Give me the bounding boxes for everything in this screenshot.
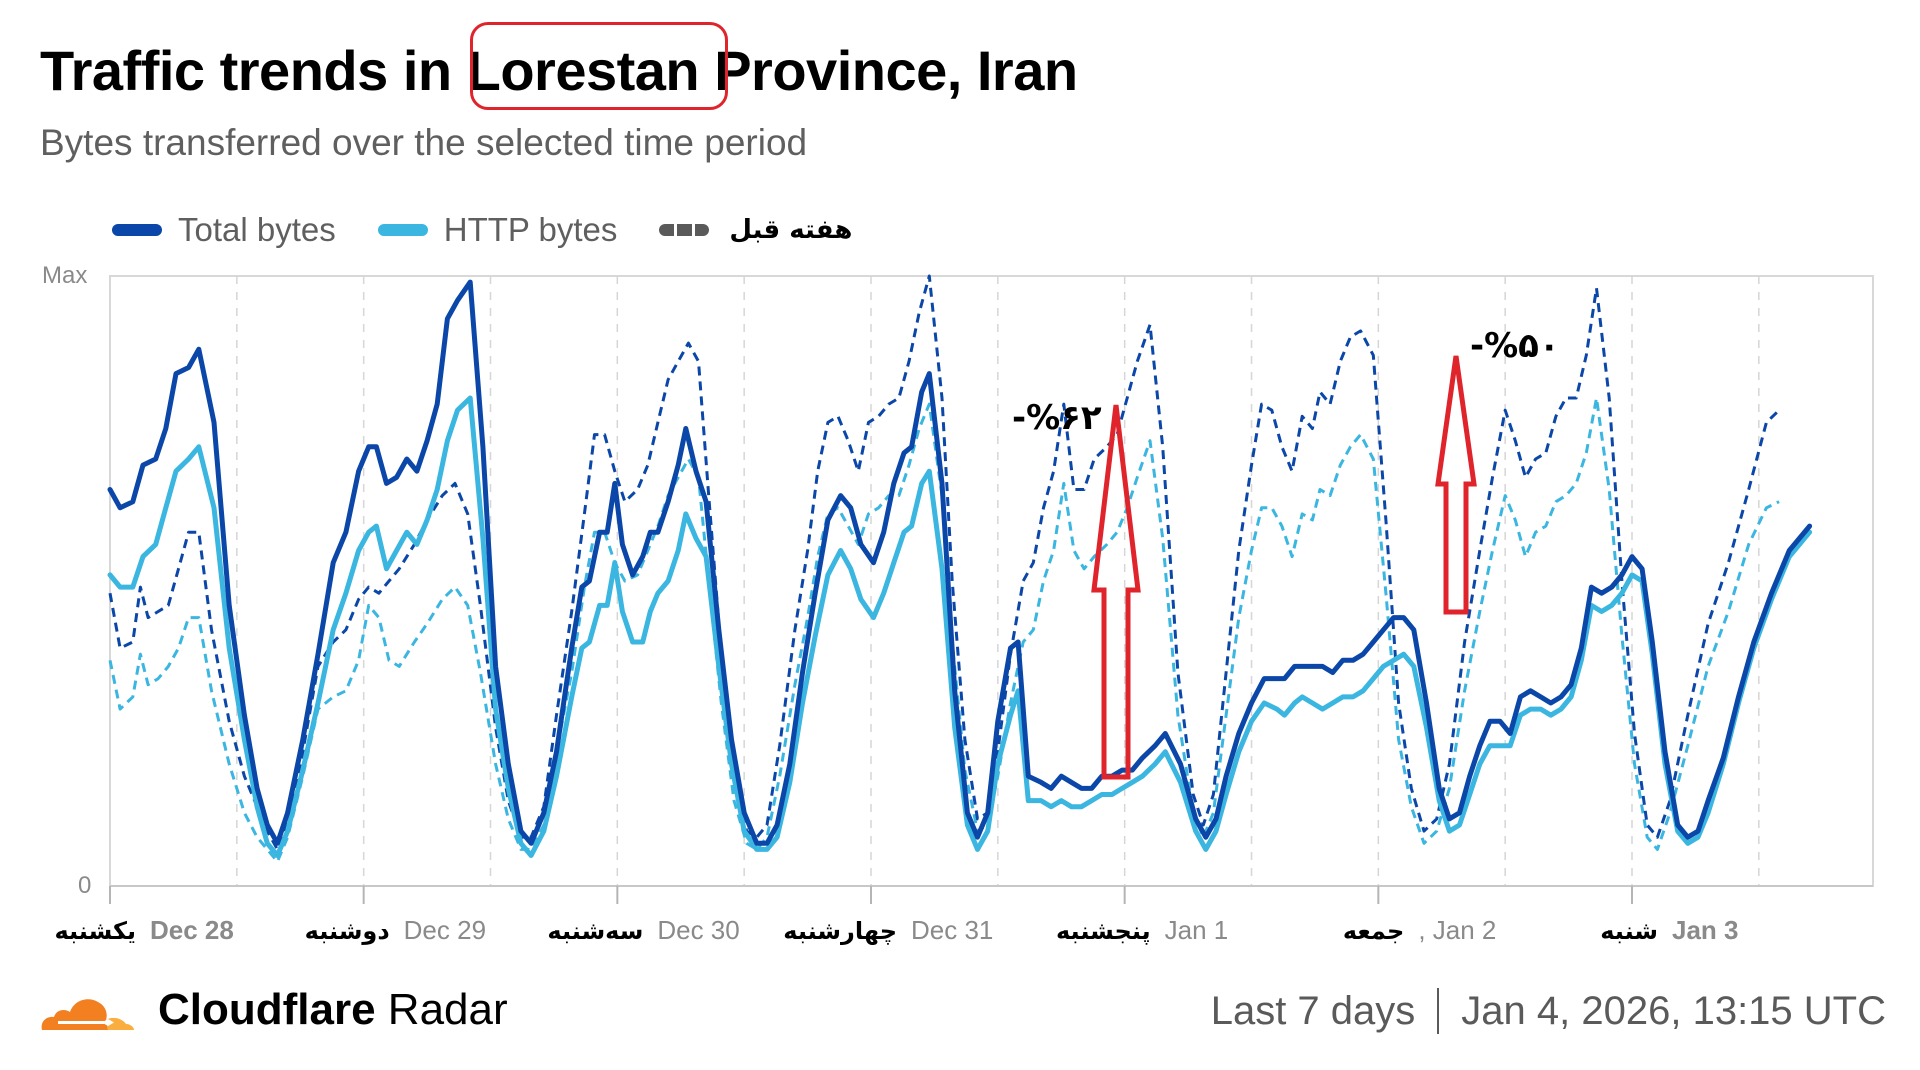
cloudflare-radar-logo[interactable]: Cloudflare Radar [36,985,508,1035]
date-label: Dec 29 [403,915,487,945]
weekday-label: پنجشنبه [1055,917,1151,945]
page-title: Traffic trends in Lorestan Province, Ira… [40,38,1078,103]
brand-name: Cloudflare Radar [158,985,508,1034]
solid-line-swatch-icon [112,224,162,236]
date-label: Jan 3 [1672,915,1739,945]
chart-legend: Total bytes HTTP bytes هفته قبل [112,210,894,250]
annotation-arrows [1091,355,1477,780]
x-axis-labels: یکشنبه Dec 28 دوشنبه Dec 29 سه‌شنبه Dec 30 چها… [0,915,1920,965]
legend-item-http-bytes[interactable]: HTTP bytes [377,211,618,249]
date-label: Dec 30 [657,915,740,945]
legend-label: هفته قبل [729,215,853,245]
highlight-box-annotation [470,22,728,110]
timestamp: Jan 4, 2026, 13:15 UTC [1461,988,1886,1033]
date-label: Jan 1 [1164,915,1229,945]
date-label: Dec 31 [911,915,994,945]
weekday-label: یکشنبه [54,917,136,945]
x-axis-label: دوشنبه Dec 29 [305,915,486,946]
x-axis-label: جمعه , Jan 2 [1343,915,1497,946]
y-axis-max-label: Max [42,262,88,289]
x-axis-label: یکشنبه Dec 28 [54,915,233,946]
title-highlight: Lorestan [466,39,700,102]
x-axis-label: پنجشنبه Jan 1 [1056,915,1228,946]
x-axis-label: چهارشنبه Dec 31 [783,915,993,946]
legend-label: HTTP bytes [443,211,618,248]
dashed-line-swatch-icon [659,224,710,236]
legend-label: Total bytes [178,211,336,248]
annotation-label-62: -%۶۲ [1012,398,1102,438]
y-axis-zero-label: 0 [78,872,92,899]
weekday-label: چهارشنبه [783,917,897,945]
cloudflare-cloud-icon [41,999,134,1030]
divider [1437,988,1440,1034]
solid-line-swatch-icon [377,224,428,236]
time-range: Last 7 days [1210,988,1416,1033]
title-suffix: Province, Iran [699,39,1078,102]
chart-series [107,274,1813,864]
title-prefix: Traffic trends in [40,39,467,102]
weekday-label: سه‌شنبه [547,917,644,945]
footer-meta: Last 7 days Jan 4, 2026, 13:15 UTC [1211,988,1886,1034]
weekday-label: دوشنبه [304,917,390,945]
date-label: Dec 28 [150,915,234,945]
legend-item-total-bytes[interactable]: Total bytes [112,211,336,249]
legend-item-previous-week[interactable]: هفته قبل [659,215,852,245]
page-subtitle: Bytes transferred over the selected time… [40,122,808,163]
annotation-label-50: -%۵۰ [1470,326,1560,366]
x-axis-label: شنبه Jan 3 [1600,915,1738,946]
x-axis-label: سه‌شنبه Dec 30 [547,915,739,946]
weekday-label: جمعه [1342,917,1405,945]
date-label: , Jan 2 [1418,915,1497,945]
weekday-label: شنبه [1600,917,1658,945]
